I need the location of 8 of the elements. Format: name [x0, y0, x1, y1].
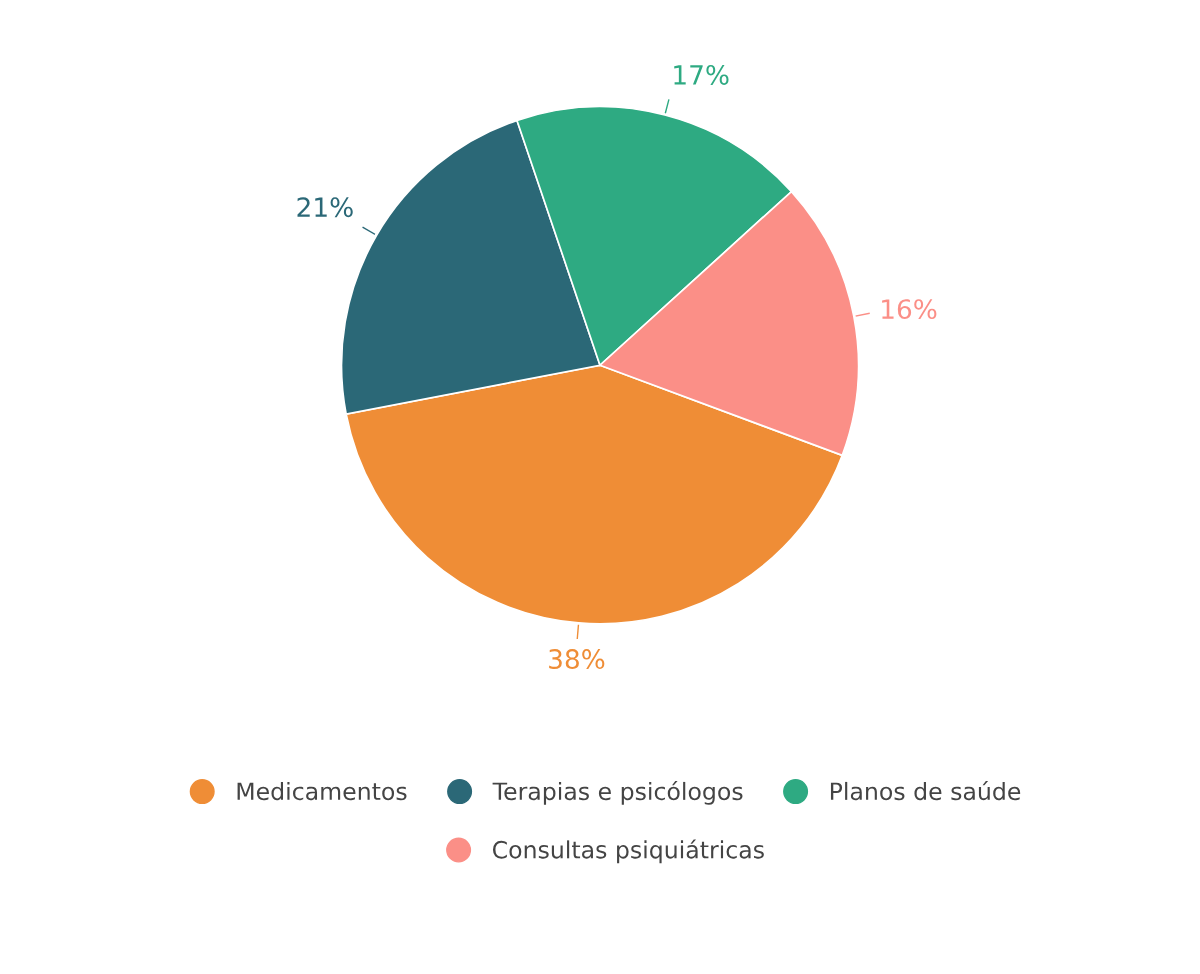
data-label: 38%: [549, 649, 605, 670]
legend-label: Consultas psiquiátricas: [492, 839, 764, 864]
data-label: 21%: [297, 197, 353, 218]
data-label: 16%: [882, 299, 937, 320]
legend-label: Planos de saúde: [830, 780, 1021, 801]
data-label: 17%: [674, 64, 729, 85]
legend-label: Terapias e psicólogos: [492, 780, 743, 805]
legend-label: Medicamentos: [237, 781, 407, 801]
